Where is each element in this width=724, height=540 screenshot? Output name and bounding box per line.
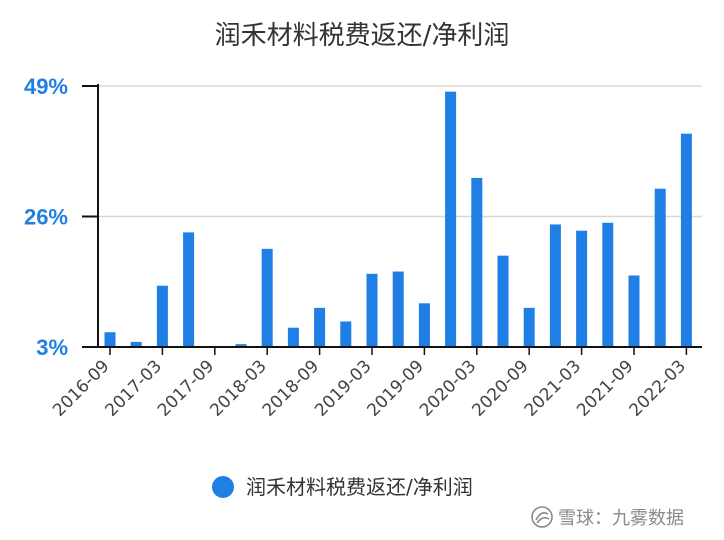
bar [497,255,509,347]
bar [418,303,430,347]
x-tick-label: 2017-03 [102,356,166,420]
grid-lines [98,85,702,218]
bar [104,332,116,347]
x-tick-label: 2019-03 [311,356,375,420]
bar [366,273,378,347]
legend-marker [212,476,234,498]
bar [130,341,142,347]
x-tick-label: 2016-09 [49,356,113,420]
y-axis-ticks: 3% 26% 49% [24,74,98,360]
watermark: 雪球：九雾数据 [531,506,684,529]
bar-series [104,91,692,347]
bar [314,307,326,347]
bar [156,285,168,347]
bar [549,224,561,347]
bar [340,321,352,347]
x-tick-label: 2022-03 [626,356,690,420]
x-tick-label: 2021-09 [573,356,637,420]
bar [602,222,614,347]
x-tick-label: 2019-09 [364,356,428,420]
bar [445,91,457,347]
bar [576,230,588,347]
x-tick-label: 2020-09 [468,356,532,420]
x-tick-label: 2020-03 [416,356,480,420]
x-axis-ticks: 2016-092017-032017-092018-032018-092019-… [49,347,690,421]
bar [523,307,535,347]
y-tick-label: 49% [24,74,68,99]
bar [287,327,299,347]
bar [680,133,692,347]
bar [183,232,195,347]
x-tick-label: 2021-03 [521,356,585,420]
bar [471,177,483,347]
bar [392,271,404,347]
bar [261,248,273,347]
bar [235,344,247,347]
snowball-logo-icon [531,506,553,528]
watermark-text: 雪球：九雾数据 [558,508,684,529]
y-tick-label: 3% [36,335,68,360]
bar [654,188,666,347]
x-tick-label: 2017-09 [154,356,218,420]
x-tick-label: 2018-09 [259,356,323,420]
legend: 润禾材料税费返还/净利润 [212,475,473,499]
bar [628,275,640,347]
x-tick-label: 2018-03 [206,356,270,420]
y-tick-label: 26% [24,205,68,230]
chart-title: 润禾材料税费返还/净利润 [215,21,510,51]
legend-label: 润禾材料税费返还/净利润 [246,475,473,499]
